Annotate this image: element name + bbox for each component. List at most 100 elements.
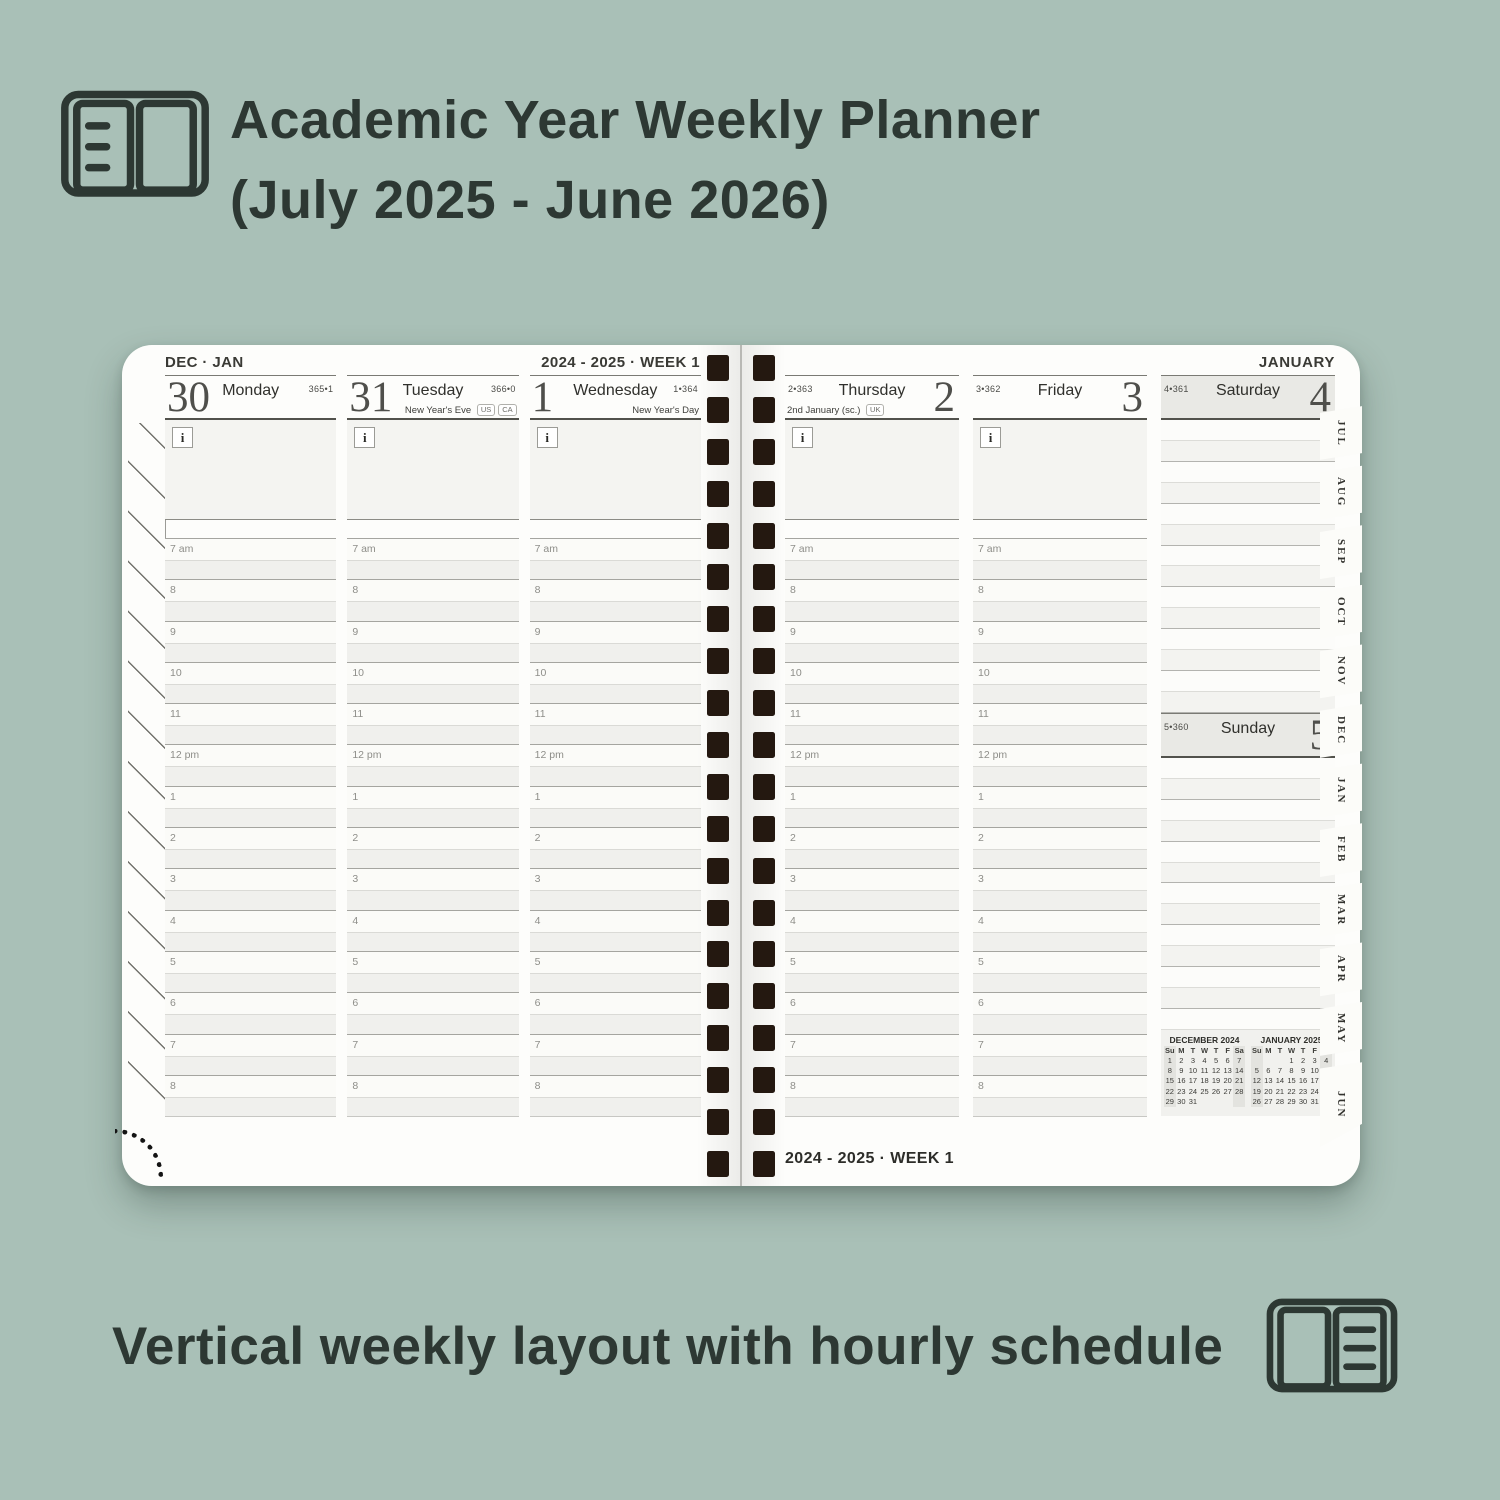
spacer: [347, 520, 518, 538]
hour-row: 6: [973, 992, 1147, 1034]
month-tab-label: MAY: [1335, 1013, 1347, 1045]
binding-hole: [707, 941, 729, 968]
mini-calendar-date: 25: [1200, 1086, 1209, 1096]
mini-calendar-date: 24: [1188, 1086, 1198, 1096]
half-hour-row: [973, 849, 1147, 869]
mini-calendar-date: [1263, 1056, 1275, 1066]
mini-calendar-date: 4: [1320, 1055, 1332, 1067]
hour-row: 3: [529, 868, 701, 910]
mini-calendar-date: 8: [1289, 1066, 1294, 1076]
half-hour-row: [973, 1096, 1147, 1117]
hour-label: 6: [347, 992, 519, 1015]
ruled-row: [1161, 925, 1335, 947]
hour-row: 12 pm: [785, 744, 959, 786]
hour-row: 4: [785, 909, 959, 951]
half-hour-row: [165, 807, 337, 828]
binding-hole: [753, 732, 775, 759]
binding-hole: [753, 648, 775, 675]
mini-calendar-date: 21: [1233, 1076, 1245, 1087]
month-tab-dec: DEC: [1320, 704, 1362, 758]
hour-row: 2: [165, 827, 337, 869]
half-hour-row: [973, 560, 1147, 580]
mini-calendar-date: 7: [1277, 1066, 1282, 1076]
half-hour-row: [347, 890, 519, 910]
hour-label: 3: [529, 868, 701, 891]
day-number: 2: [933, 374, 956, 421]
half-hour-row: [165, 1055, 337, 1075]
hour-label: 1: [347, 785, 519, 808]
mini-calendar-date: 30: [1177, 1097, 1186, 1107]
half-hour-row: [785, 766, 959, 786]
thursday-header: 2 Thursday 2•363 2nd January (sc.) UK: [785, 375, 959, 420]
month-tab-index: JUL AUG SEP OCT NOV DEC JAN FEB MAR APR MAY JUN: [1320, 405, 1362, 1152]
hour-schedule: 7 am 8 9 10 11 12 pm 1 2 3 4 5 6 7 8: [347, 538, 519, 1118]
hour-label: 2: [529, 827, 701, 850]
mini-calendar-date: 23: [1298, 1086, 1308, 1096]
half-hour-row: [973, 807, 1147, 828]
hour-row: 7 am: [973, 538, 1147, 580]
binding-hole: [707, 1150, 729, 1177]
half-hour-row: [973, 1014, 1147, 1034]
half-hour-row: [529, 1096, 701, 1117]
month-tab-sep: SEP: [1320, 525, 1362, 580]
mini-calendar-date: 11: [1200, 1066, 1209, 1076]
mini-calendar-date: 12: [1211, 1066, 1221, 1076]
binding-holes-left: [707, 355, 729, 1177]
mini-calendar-day-header: T: [1277, 1045, 1283, 1055]
binding-hole: [707, 1025, 729, 1052]
month-tab-label: JUL: [1335, 419, 1347, 447]
hour-schedule: 7 am 8 9 10 11 12 pm 1 2 3 4 5 6 7 8: [529, 538, 701, 1118]
half-hour-row: [785, 725, 959, 745]
mini-calendar-title: DECEMBER 2024: [1169, 1034, 1240, 1045]
mini-calendar-date: 20: [1223, 1076, 1232, 1086]
hour-row: 1: [785, 785, 959, 828]
half-hour-row: [165, 972, 337, 993]
friday-header: 3 Friday 3•362: [973, 375, 1147, 420]
half-hour-row: [165, 849, 337, 869]
mini-calendar-date: 29: [1287, 1097, 1296, 1107]
spacer: [165, 520, 336, 538]
day-of-year-code: 2•363: [788, 384, 813, 394]
half-hour-row: [529, 1014, 701, 1034]
notes-area: i: [785, 420, 959, 520]
hour-row: 11: [347, 703, 519, 745]
mini-calendar-date: [1251, 1055, 1263, 1067]
half-hour-row: [165, 560, 337, 580]
day-name: Monday: [222, 382, 280, 399]
half-hour-row: [165, 931, 337, 951]
mini-calendar-day-header: M: [1265, 1045, 1272, 1055]
caption-text: Vertical weekly layout with hourly sched…: [112, 1317, 1224, 1376]
hour-row: 3: [973, 868, 1147, 910]
month-tab-jun: JUN: [1320, 1062, 1362, 1147]
mini-calendar-date: 28: [1275, 1097, 1285, 1107]
day-name: Friday: [1037, 382, 1083, 399]
hour-schedule: 7 am 8 9 10 11 12 pm 1 2 3 4 5 6 7 8: [165, 538, 337, 1118]
half-hour-row: [529, 972, 701, 993]
caption-block: Vertical weekly layout with hourly sched…: [112, 1298, 1404, 1408]
hour-label: 11: [347, 703, 519, 726]
ruled-row: [1161, 862, 1335, 884]
day-number: 3: [1121, 374, 1144, 421]
ruled-row: [1161, 904, 1335, 926]
hour-row: 6: [529, 992, 701, 1034]
mini-calendar-date: 2: [1179, 1055, 1184, 1065]
ruled-row: [1161, 988, 1335, 1009]
hour-row: 9: [973, 620, 1147, 662]
mini-calendar-date: 6: [1225, 1055, 1230, 1065]
day-name: Sunday: [1220, 719, 1276, 737]
binding-hole: [707, 815, 729, 842]
half-hour-row: [165, 642, 337, 662]
hour-label: 3: [347, 868, 519, 891]
binding-hole: [753, 983, 775, 1010]
half-hour-row: [973, 766, 1147, 786]
notes-area: i: [973, 420, 1147, 520]
month-tab-label: JAN: [1335, 776, 1347, 805]
mini-calendar-date: 15: [1287, 1076, 1296, 1086]
half-hour-row: [973, 1055, 1147, 1075]
hour-row: 7: [973, 1033, 1147, 1075]
binding-hole: [707, 438, 729, 465]
ruled-row: [1161, 883, 1335, 905]
half-hour-row: [529, 849, 701, 869]
mini-calendar-date: 26: [1251, 1097, 1263, 1108]
